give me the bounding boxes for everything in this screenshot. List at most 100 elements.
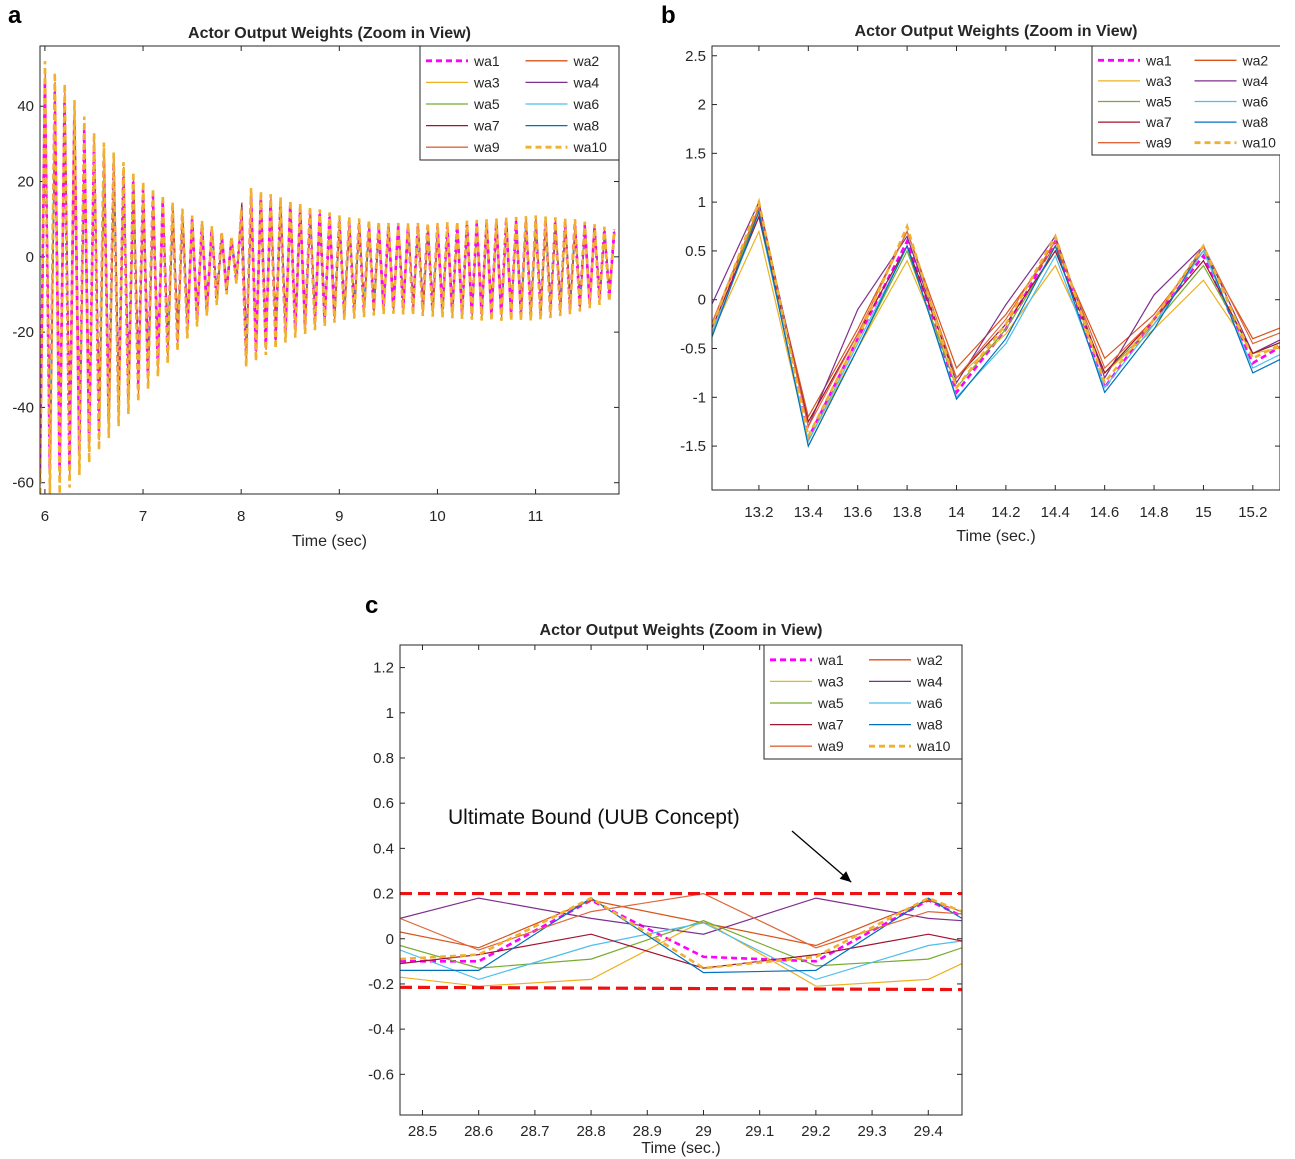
legend-label-wa4: wa4 — [573, 74, 600, 90]
legend-label-wa10: wa10 — [916, 738, 951, 754]
y-tick-label: 2 — [698, 97, 706, 114]
annotation-arrowhead — [839, 871, 852, 883]
y-tick-label: 1 — [698, 194, 706, 211]
legend-label-wa10: wa10 — [1242, 135, 1277, 151]
legend-label-wa7: wa7 — [1145, 114, 1172, 130]
x-tick-label: 28.7 — [520, 1123, 549, 1140]
y-tick-label: 1.2 — [373, 660, 394, 677]
x-tick-label: 28.8 — [576, 1123, 605, 1140]
x-tick-label: 15.2 — [1238, 504, 1267, 521]
chart-c: Actor Output Weights (Zoom in View) Time … — [368, 622, 963, 1157]
x-tick-label: 14.6 — [1090, 504, 1119, 521]
annotation-text: Ultimate Bound (UUB Concept) — [448, 806, 740, 829]
x-tick-label: 13.6 — [843, 504, 872, 521]
series-line-wa8 — [400, 897, 962, 974]
y-tick-label: 2.5 — [685, 48, 706, 65]
legend-label-wa4: wa4 — [1242, 73, 1269, 89]
x-tick-label: 29.2 — [801, 1123, 830, 1140]
legend-label-wa6: wa6 — [1242, 94, 1269, 110]
axes-box — [39, 45, 620, 495]
legend-label-wa6: wa6 — [916, 695, 943, 711]
x-tick-label: 29.3 — [857, 1123, 886, 1140]
lower-bound-line — [400, 985, 962, 992]
y-tick-label: 20 — [17, 174, 34, 191]
x-tick-label: 10 — [429, 508, 446, 525]
legend-label-wa5: wa5 — [817, 695, 844, 711]
legend-label-wa8: wa8 — [916, 717, 943, 733]
series-group — [40, 61, 616, 494]
legend-box — [419, 45, 620, 161]
series-line-wa6 — [400, 922, 962, 981]
x-tick-label: 8 — [237, 508, 245, 525]
panel-label-b: b — [661, 2, 676, 29]
x-tick-label: 9 — [335, 508, 343, 525]
legend-label-wa4: wa4 — [916, 673, 943, 689]
y-tick-label: 0.8 — [373, 750, 394, 767]
y-tick-label: -1.5 — [680, 438, 706, 455]
y-tick-label: 40 — [17, 98, 34, 115]
axes-box — [399, 644, 963, 1116]
legend-label-wa9: wa9 — [473, 139, 500, 155]
legend-box — [763, 644, 963, 760]
x-axis-label: Time (sec.) — [641, 1140, 720, 1157]
series-line-wa6 — [712, 214, 1280, 443]
x-tick-label: 13.8 — [892, 504, 921, 521]
y-tick-label: 0.4 — [373, 840, 394, 857]
panel-label-a: a — [8, 2, 22, 29]
y-tick-label: -40 — [12, 399, 34, 416]
series-line-wa4 — [400, 897, 962, 935]
legend-label-wa8: wa8 — [1242, 114, 1269, 130]
legend-label-wa3: wa3 — [473, 74, 500, 90]
series-line-wa10 — [712, 197, 1280, 441]
series-line-wa7 — [400, 933, 962, 969]
y-tick-label: 0 — [698, 292, 706, 309]
legend-label-wa3: wa3 — [1145, 73, 1172, 89]
y-tick-label: 1 — [386, 705, 394, 722]
x-tick-label: 13.2 — [744, 504, 773, 521]
legend-label-wa7: wa7 — [817, 717, 844, 733]
legend-label-wa5: wa5 — [473, 96, 500, 112]
x-tick-label: 14.8 — [1139, 504, 1168, 521]
legend-label-wa6: wa6 — [573, 96, 600, 112]
legend-label-wa2: wa2 — [1242, 52, 1269, 68]
x-tick-label: 29 — [695, 1123, 712, 1140]
chart-title: Actor Output Weights (Zoom in View) — [855, 23, 1138, 40]
chart-title: Actor Output Weights (Zoom in View) — [540, 622, 823, 639]
chart-a: Actor Output Weights (Zoom in View) Time … — [12, 25, 620, 550]
y-tick-label: 0.6 — [373, 795, 394, 812]
legend-label-wa9: wa9 — [817, 738, 844, 754]
legend-label-wa2: wa2 — [573, 53, 600, 69]
y-tick-label: -1 — [693, 389, 706, 406]
y-tick-label: -20 — [12, 324, 34, 341]
x-tick-label: 11 — [528, 508, 544, 525]
x-tick-label: 7 — [139, 508, 147, 525]
legend-label-wa2: wa2 — [916, 652, 943, 668]
x-tick-label: 13.4 — [794, 504, 823, 521]
y-tick-label: 0.5 — [685, 243, 706, 260]
series-line-wa10 — [40, 61, 616, 494]
axes-box — [711, 45, 1280, 491]
y-tick-label: 0 — [386, 931, 394, 948]
annotation-arrow — [791, 830, 852, 883]
x-tick-label: 15 — [1195, 504, 1212, 521]
x-tick-label: 14 — [948, 504, 965, 521]
panel-label-c: c — [365, 592, 379, 619]
x-tick-label: 29.4 — [914, 1123, 943, 1140]
x-tick-label: 28.9 — [633, 1123, 662, 1140]
legend-box — [1091, 45, 1280, 156]
y-tick-label: 1.5 — [685, 145, 706, 162]
y-tick-label: -0.5 — [680, 341, 706, 358]
legend-label-wa1: wa1 — [817, 652, 844, 668]
legend-label-wa3: wa3 — [817, 673, 844, 689]
x-axis-label: Time (sec) — [292, 533, 367, 550]
y-tick-label: -0.2 — [368, 976, 394, 993]
x-axis-label: Time (sec.) — [956, 528, 1035, 545]
x-tick-label: 28.5 — [408, 1123, 437, 1140]
legend-label-wa8: wa8 — [573, 118, 600, 134]
x-tick-label: 14.4 — [1041, 504, 1070, 521]
legend-label-wa1: wa1 — [473, 53, 500, 69]
x-tick-label: 14.2 — [991, 504, 1020, 521]
x-tick-label: 29.1 — [745, 1123, 774, 1140]
legend-label-wa7: wa7 — [473, 118, 500, 134]
y-tick-label: 0.2 — [373, 886, 394, 903]
